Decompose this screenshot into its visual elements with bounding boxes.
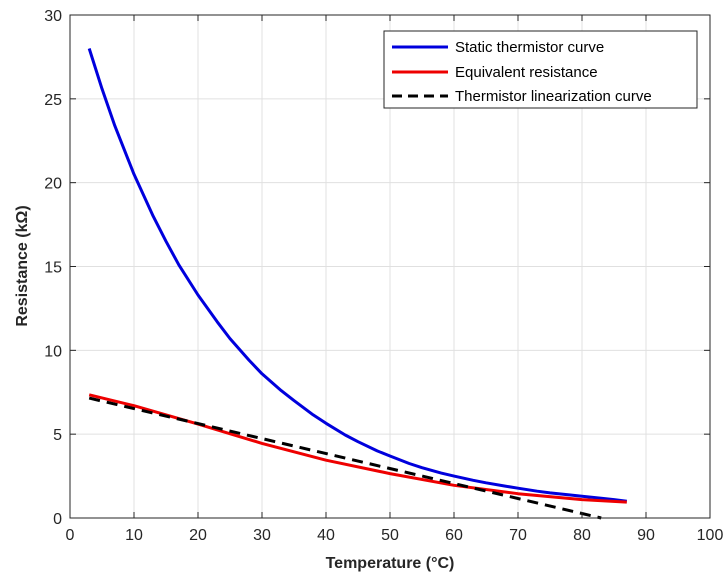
y-tick-label: 30 bbox=[44, 8, 62, 25]
y-tick-label: 10 bbox=[44, 343, 62, 360]
legend-label-equivalent-resistance: Equivalent resistance bbox=[455, 64, 598, 81]
y-tick-label: 5 bbox=[53, 427, 62, 444]
x-tick-label: 40 bbox=[317, 527, 335, 544]
x-tick-label: 10 bbox=[125, 527, 143, 544]
x-tick-label: 20 bbox=[189, 527, 207, 544]
x-tick-label: 50 bbox=[381, 527, 399, 544]
x-tick-label: 80 bbox=[573, 527, 591, 544]
x-tick-label: 90 bbox=[637, 527, 655, 544]
ticks bbox=[69, 14, 711, 519]
x-tick-label: 30 bbox=[253, 527, 271, 544]
legend-label-static-thermistor: Static thermistor curve bbox=[455, 39, 604, 56]
y-tick-label: 20 bbox=[44, 176, 62, 193]
legend-label-linearization: Thermistor linearization curve bbox=[455, 88, 652, 105]
series-layer bbox=[87, 48, 627, 520]
y-tick-label: 15 bbox=[44, 260, 62, 277]
x-axis-title: Temperature (°C) bbox=[326, 555, 455, 572]
legend: Static thermistor curve Equivalent resis… bbox=[383, 30, 698, 109]
legend-box bbox=[383, 30, 698, 109]
x-tick-label: 100 bbox=[697, 527, 724, 544]
x-tick-label: 60 bbox=[445, 527, 463, 544]
static-thermistor-curve-line bbox=[87, 48, 627, 503]
x-tick-label: 0 bbox=[66, 527, 75, 544]
y-tick-label: 25 bbox=[44, 92, 62, 109]
x-tick-label: 70 bbox=[509, 527, 527, 544]
y-tick-label: 0 bbox=[53, 511, 62, 528]
linearization-curve-line bbox=[88, 396, 602, 520]
y-axis-title: Resistance (kΩ) bbox=[14, 205, 31, 326]
tick-labels: 0 10 20 30 40 50 60 70 80 90 100 0 5 10 15 20 25 30 bbox=[44, 8, 723, 544]
